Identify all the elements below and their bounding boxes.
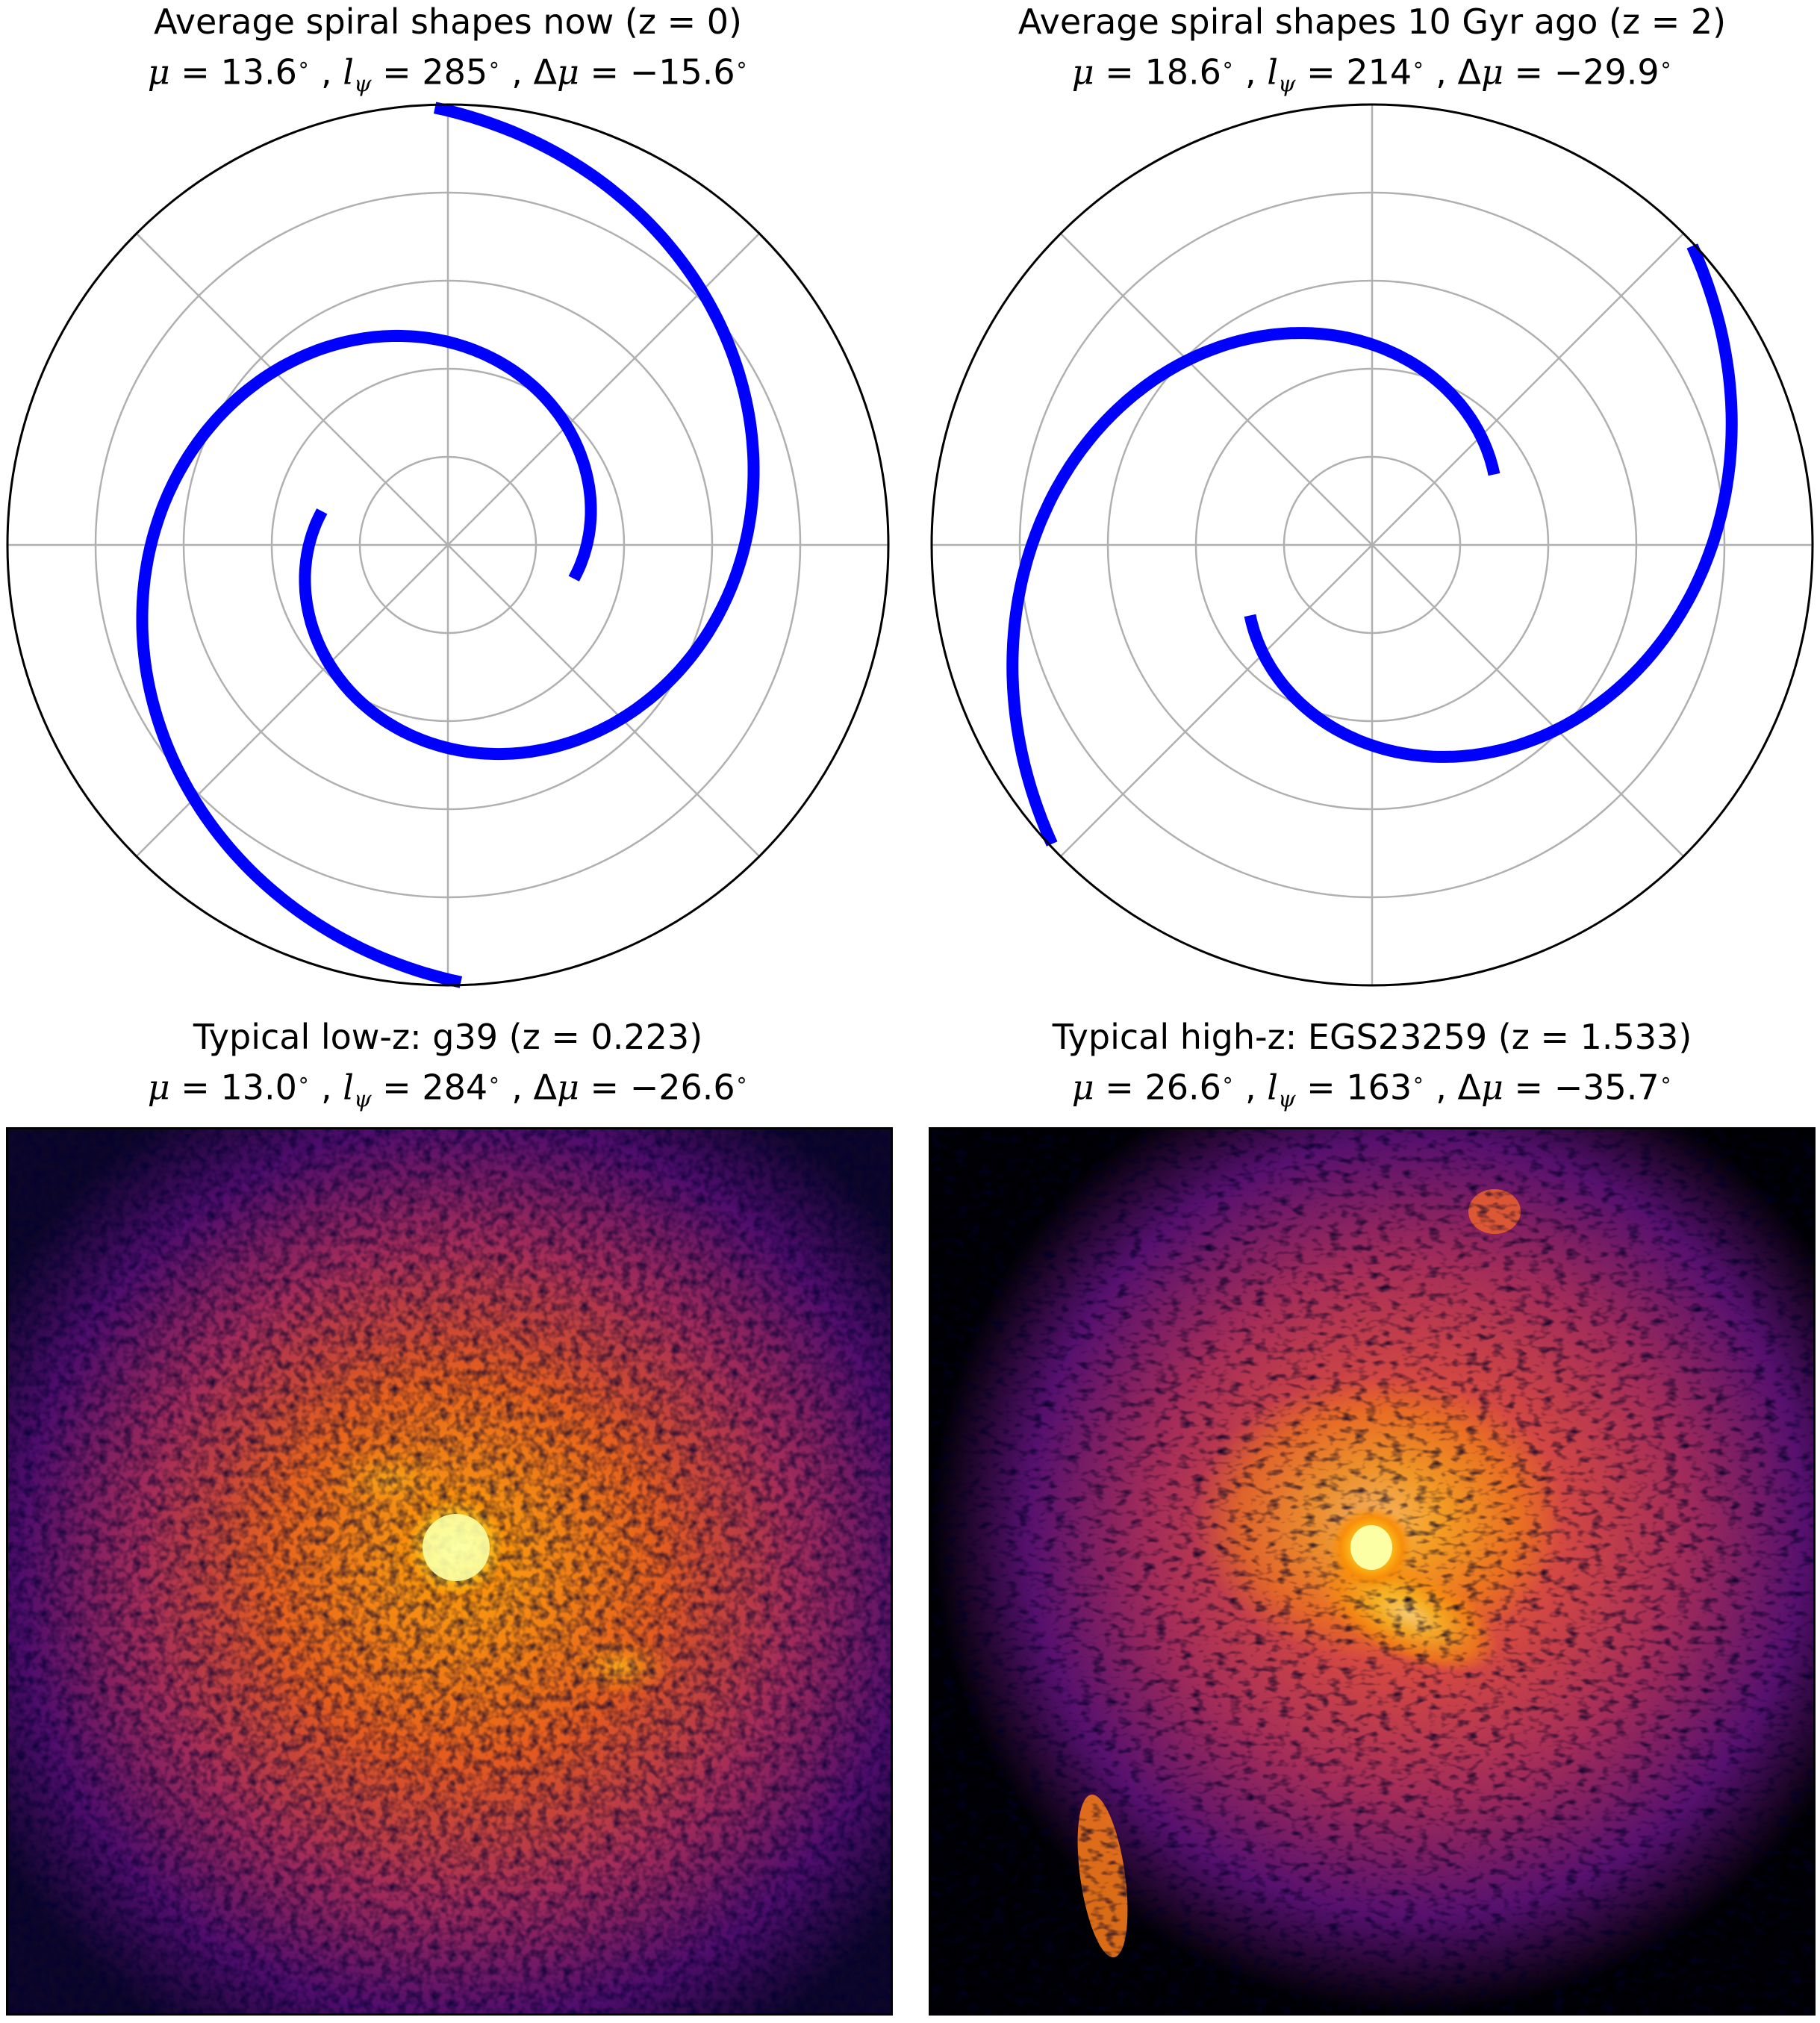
- theta-gridline: [1059, 232, 1373, 546]
- panel-title: Typical high-z: EGS23259 (z = 1.533) μ =…: [924, 1015, 1820, 1122]
- lpsi-value: 163: [1346, 1067, 1412, 1108]
- spiral-arm: [1006, 327, 1500, 847]
- lpsi-value: 285: [422, 52, 488, 93]
- subtitle-line: μ = 13.6∘ , lψ = 285∘ , Δμ = −15.6∘: [147, 52, 749, 98]
- panel-spiral-now: Average spiral shapes now (z = 0) μ = 13…: [0, 0, 896, 993]
- subtitle-line: μ = 18.6∘ , lψ = 214∘ , Δμ = −29.9∘: [1071, 52, 1673, 98]
- lpsi-value: 214: [1346, 52, 1412, 93]
- subtitle-line: μ = 13.0∘ , lψ = 284∘ , Δμ = −26.6∘: [147, 1067, 749, 1113]
- panel-title: Average spiral shapes 10 Gyr ago (z = 2)…: [924, 0, 1820, 107]
- panel-title: Average spiral shapes now (z = 0) μ = 13…: [0, 0, 896, 107]
- polar-plot-now: [6, 102, 890, 988]
- heatmap-egs23259: [931, 1129, 1813, 2013]
- polar-frame: [930, 103, 1814, 987]
- title-line: Typical low-z: g39 (z = 0.223): [193, 1017, 703, 1057]
- lpsi-value: 284: [422, 1067, 488, 1108]
- mu-value: 13.6: [220, 52, 297, 93]
- heatmap-g39: [8, 1129, 891, 2013]
- title-line: Average spiral shapes 10 Gyr ago (z = 2): [1017, 1, 1727, 42]
- theta-gridline: [447, 544, 761, 858]
- theta-gridline: [1371, 544, 1685, 858]
- theta-gridline: [447, 232, 761, 546]
- dmu-value: −26.6: [629, 1067, 735, 1108]
- galaxy-image-g39: [6, 1127, 893, 2016]
- spiral-arm: [136, 329, 597, 988]
- mu-value: 18.6: [1144, 52, 1221, 93]
- mu-value: 26.6: [1144, 1067, 1221, 1108]
- panel-spiral-past: Average spiral shapes 10 Gyr ago (z = 2)…: [924, 0, 1820, 993]
- spiral-arm: [1244, 243, 1738, 763]
- title-line: Typical high-z: EGS23259 (z = 1.533): [1052, 1017, 1692, 1057]
- galaxy-image-egs23259: [929, 1127, 1816, 2016]
- polar-frame: [6, 103, 890, 987]
- theta-gridline: [135, 232, 449, 546]
- mu-value: 13.0: [220, 1067, 297, 1108]
- dmu-value: −15.6: [629, 52, 735, 93]
- spiral-arm: [299, 102, 760, 761]
- dmu-value: −29.9: [1553, 52, 1659, 93]
- dmu-value: −35.7: [1553, 1067, 1659, 1108]
- panel-galaxy-highz: Typical high-z: EGS23259 (z = 1.533) μ =…: [924, 1015, 1820, 2023]
- panel-galaxy-lowz: Typical low-z: g39 (z = 0.223) μ = 13.0∘…: [0, 1015, 896, 2023]
- polar-plot-past: [930, 103, 1814, 987]
- theta-gridline: [135, 544, 449, 858]
- subtitle-line: μ = 26.6∘ , lψ = 163∘ , Δμ = −35.7∘: [1071, 1067, 1673, 1113]
- theta-gridline: [1059, 544, 1373, 858]
- theta-gridline: [1371, 232, 1685, 546]
- title-line: Average spiral shapes now (z = 0): [154, 1, 742, 42]
- panel-title: Typical low-z: g39 (z = 0.223) μ = 13.0∘…: [0, 1015, 896, 1122]
